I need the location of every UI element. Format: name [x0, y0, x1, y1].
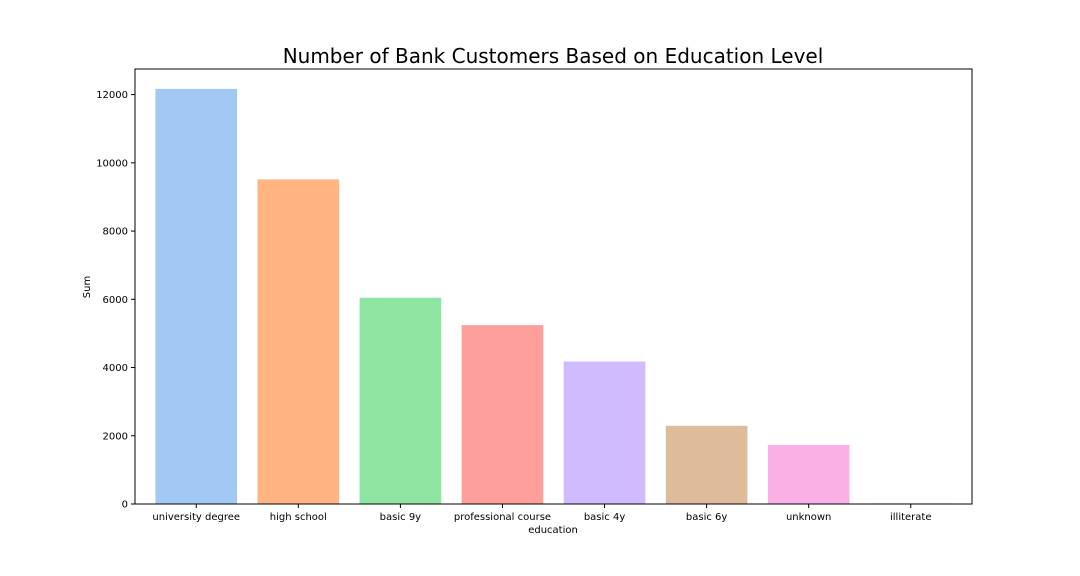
x-axis-label: education: [528, 525, 578, 536]
chart-title: Number of Bank Customers Based on Educat…: [283, 44, 824, 68]
bar-unknown: [767, 444, 850, 504]
x-tick-label: university degree: [152, 512, 240, 523]
bar-high-school: [257, 179, 340, 504]
x-tick-label: professional course: [454, 512, 551, 523]
y-axis-label: Sum: [82, 276, 93, 298]
bar-basic-9y: [359, 297, 442, 504]
x-tick-label: basic 9y: [380, 512, 422, 523]
x-tick-label: illiterate: [890, 512, 932, 523]
plot-frame: [134, 68, 973, 505]
y-tick-label: 12000: [96, 90, 128, 101]
x-tick-label: basic 4y: [584, 512, 626, 523]
x-tick-label: unknown: [786, 512, 831, 523]
bar-university-degree: [155, 88, 238, 504]
x-axis-ticks: university degree high school basic 9y prof…: [152, 504, 932, 523]
y-axis-ticks: 0 2000 4000 6000 8000 10000 12000: [96, 90, 135, 511]
y-tick-label: 2000: [103, 431, 128, 442]
bar-basic-4y: [563, 361, 646, 504]
y-tick-label: 0: [122, 500, 128, 511]
y-tick-label: 4000: [103, 363, 128, 374]
y-tick-label: 10000: [96, 158, 128, 169]
x-tick-label: basic 6y: [686, 512, 728, 523]
bar-basic-6y: [665, 425, 748, 504]
bar-professional-course: [461, 325, 544, 504]
bars-group: [155, 88, 952, 504]
y-tick-label: 6000: [103, 295, 128, 306]
x-tick-label: high school: [270, 512, 327, 523]
y-tick-label: 8000: [103, 227, 128, 238]
